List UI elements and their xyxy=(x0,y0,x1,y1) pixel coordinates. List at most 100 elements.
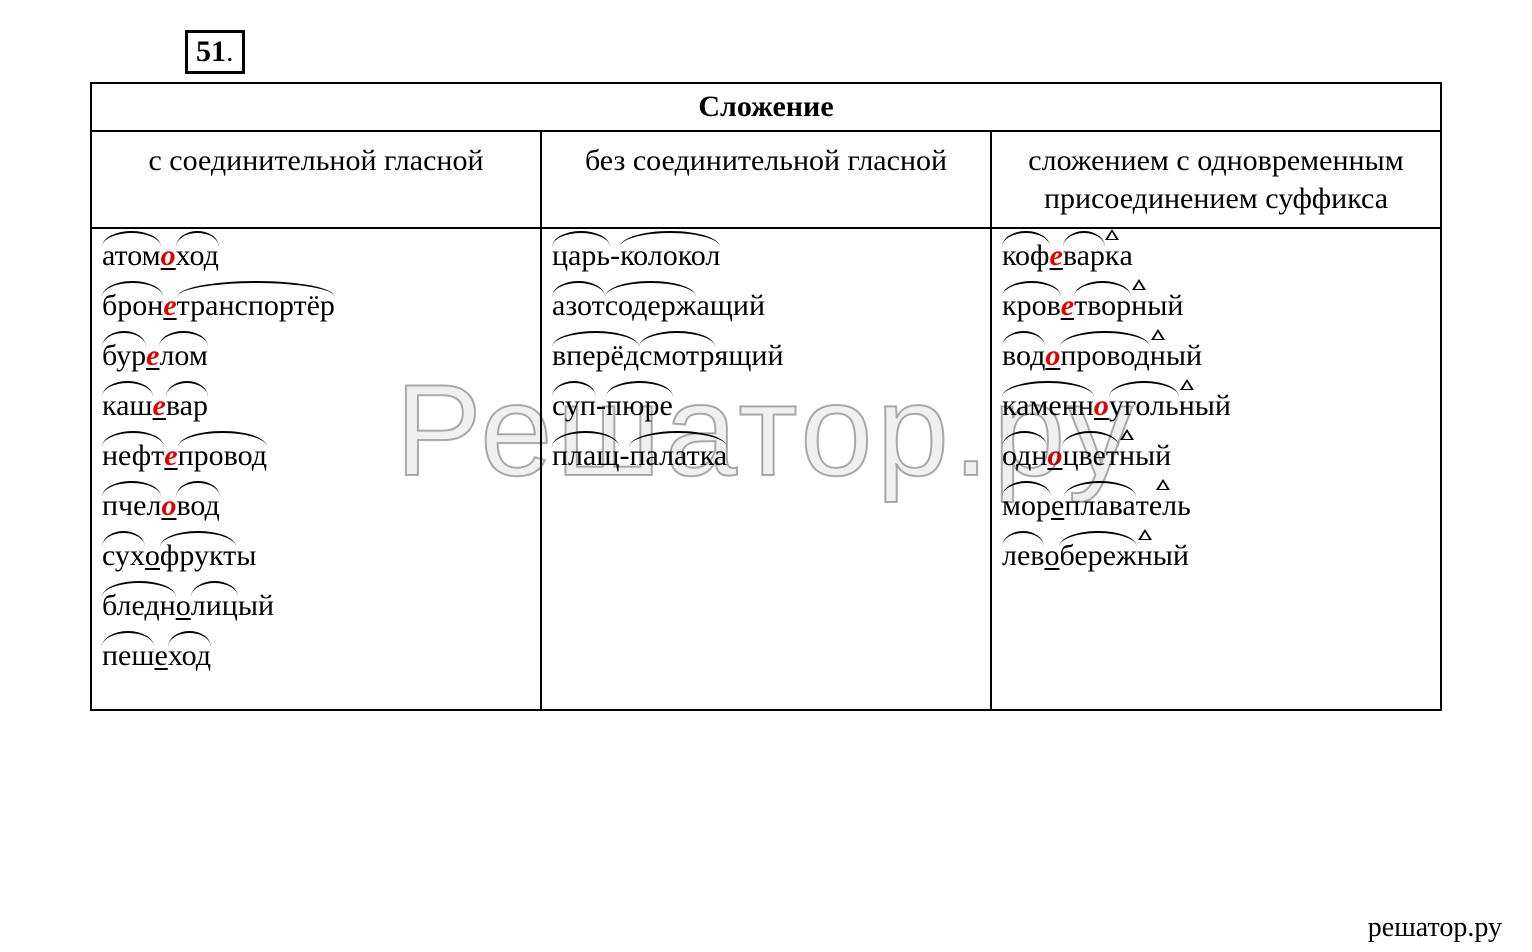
word-line: мореплаватель xyxy=(1002,491,1430,521)
word-ending: ый xyxy=(1147,289,1183,322)
words-cell-1: атомоходбронетранспортёрбуреломкашеварне… xyxy=(91,228,541,710)
word-ending: ый xyxy=(238,589,274,622)
connecting-vowel: е xyxy=(146,339,159,372)
root-morpheme: пеш xyxy=(102,641,154,671)
root-morpheme: береж xyxy=(1059,541,1136,571)
connecting-vowel: о xyxy=(1045,339,1060,372)
root-morpheme: бледн xyxy=(102,591,176,621)
root-morpheme: уголь xyxy=(1109,391,1179,421)
suffix-morpheme: н xyxy=(1137,541,1153,571)
root-morpheme: провод xyxy=(1060,341,1149,371)
root-morpheme: фрукт xyxy=(160,541,236,571)
root-morpheme: цвет xyxy=(1062,441,1118,471)
root-morpheme: азот xyxy=(552,291,605,321)
word-line: пчеловод xyxy=(102,491,530,521)
word-line: атомоход xyxy=(102,241,530,271)
root-morpheme: нефт xyxy=(102,441,164,471)
root-morpheme: плава xyxy=(1064,491,1135,521)
suffix-morpheme: н xyxy=(1131,291,1147,321)
root-morpheme: пюре xyxy=(606,391,673,421)
word-ending: а xyxy=(1120,239,1133,272)
footer-brand: решатор.ру xyxy=(1368,912,1502,944)
root-morpheme: бур xyxy=(102,341,146,371)
word-line: пешеход xyxy=(102,641,530,671)
word-line: каменноугольный xyxy=(1002,391,1430,421)
word-ending: ый xyxy=(1166,339,1202,372)
word-ending: ящий xyxy=(715,339,784,372)
word-line: кофеварка xyxy=(1002,241,1430,271)
root-morpheme: ход xyxy=(176,241,219,271)
suffix-morpheme: н xyxy=(1119,441,1135,471)
word-line: бурелом xyxy=(102,341,530,371)
word-line: плащ-палатка xyxy=(552,441,980,471)
word-ending: - xyxy=(610,239,620,272)
root-morpheme: вар xyxy=(166,391,208,421)
root-morpheme: коф xyxy=(1002,241,1050,271)
words-cell-3: кофеваркакроветворныйводопроводныйкаменн… xyxy=(991,228,1441,710)
root-morpheme: вар xyxy=(1063,241,1105,271)
connecting-vowel: о xyxy=(161,489,176,522)
word-line: суп-пюре xyxy=(552,391,980,421)
exercise-number-dot: . xyxy=(226,35,234,68)
word-line: левобережный xyxy=(1002,541,1430,571)
connecting-vowel: о xyxy=(145,539,160,572)
root-morpheme: пчел xyxy=(102,491,161,521)
word-line: кроветворный xyxy=(1002,291,1430,321)
root-morpheme: царь xyxy=(552,241,610,271)
root-morpheme: одн xyxy=(1002,441,1047,471)
root-morpheme: палатка xyxy=(629,441,727,471)
root-morpheme: вод xyxy=(1002,341,1045,371)
connecting-vowel: о xyxy=(1047,439,1062,472)
connecting-vowel: е xyxy=(1061,289,1074,322)
root-morpheme: сух xyxy=(102,541,145,571)
connecting-vowel: о xyxy=(1044,539,1059,572)
connecting-vowel: е xyxy=(164,439,177,472)
root-morpheme: мор xyxy=(1002,491,1051,521)
root-morpheme: брон xyxy=(102,291,163,321)
words-cell-2: царь-колоколазотсодержащийвперёдсмотрящи… xyxy=(541,228,991,710)
root-morpheme: атом xyxy=(102,241,161,271)
word-ending: ый xyxy=(1135,439,1171,472)
root-morpheme: колокол xyxy=(620,241,720,271)
page: 51. Сложение с соединительной гласной бе… xyxy=(0,0,1532,711)
suffix-morpheme: к xyxy=(1105,241,1120,271)
root-morpheme: транспортёр xyxy=(177,291,335,321)
root-morpheme: лиц xyxy=(191,591,238,621)
root-morpheme: лев xyxy=(1002,541,1044,571)
root-morpheme: каменн xyxy=(1002,391,1094,421)
word-line: нефтепровод xyxy=(102,441,530,471)
exercise-number-box: 51. xyxy=(185,30,245,74)
connecting-vowel: е xyxy=(1050,239,1063,272)
word-line: бронетранспортёр xyxy=(102,291,530,321)
root-morpheme: кров xyxy=(1002,291,1061,321)
word-ending: ый xyxy=(1153,539,1189,572)
word-line: бледнолицый xyxy=(102,591,530,621)
connecting-vowel: е xyxy=(163,289,176,322)
word-line: сухофрукты xyxy=(102,541,530,571)
root-morpheme: лом xyxy=(159,341,207,371)
suffix-morpheme: тель xyxy=(1136,491,1191,521)
root-morpheme: суп xyxy=(552,391,596,421)
word-ending: ащий xyxy=(696,289,765,322)
word-ending: - xyxy=(619,439,629,472)
word-ending: - xyxy=(596,389,606,422)
root-morpheme: твор xyxy=(1074,291,1131,321)
connecting-vowel: е xyxy=(1051,489,1064,522)
root-morpheme: каш xyxy=(102,391,153,421)
table-title: Сложение xyxy=(91,83,1441,131)
compound-words-table: Сложение с соединительной гласной без со… xyxy=(90,82,1442,711)
word-line: азотсодержащий xyxy=(552,291,980,321)
column-header-3: сложением с одновременным присоединением… xyxy=(991,131,1441,228)
column-header-2: без соединительной гласной xyxy=(541,131,991,228)
suffix-morpheme: н xyxy=(1179,391,1195,421)
exercise-number: 51 xyxy=(196,35,226,68)
word-line: царь-колокол xyxy=(552,241,980,271)
column-header-1: с соединительной гласной xyxy=(91,131,541,228)
root-morpheme: вод xyxy=(176,491,219,521)
connecting-vowel: е xyxy=(153,389,166,422)
connecting-vowel: о xyxy=(161,239,176,272)
root-morpheme: вперёд xyxy=(552,341,639,371)
root-morpheme: содерж xyxy=(605,291,697,321)
root-morpheme: ход xyxy=(168,641,211,671)
connecting-vowel: о xyxy=(176,589,191,622)
